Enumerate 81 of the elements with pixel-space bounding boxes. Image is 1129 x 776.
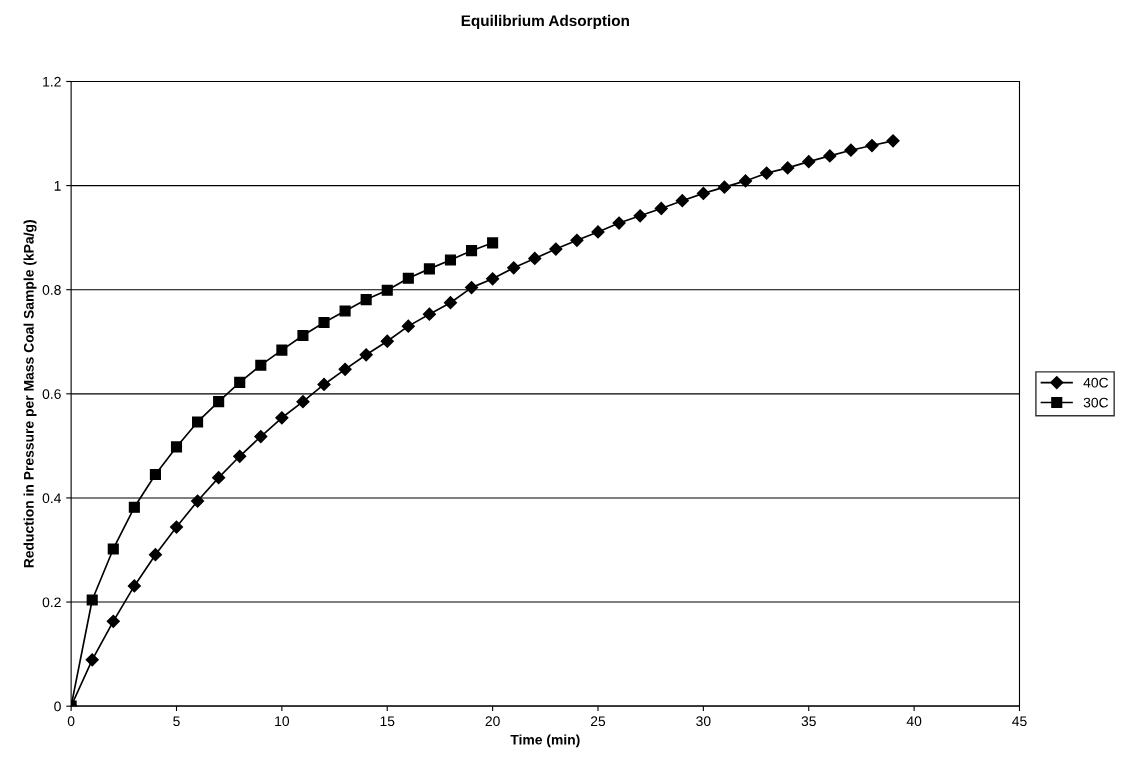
point	[338, 362, 352, 376]
point	[570, 233, 584, 247]
point	[549, 242, 563, 256]
point	[465, 245, 478, 257]
x-tick-label: 10	[275, 716, 290, 727]
point	[296, 395, 310, 409]
point	[823, 149, 837, 163]
y-tick-label: 1	[54, 181, 61, 191]
point	[149, 468, 161, 481]
point	[886, 134, 900, 148]
point	[359, 348, 373, 362]
legend-label: 30C	[1083, 397, 1109, 408]
y-tick-label: 0.8	[42, 285, 61, 295]
point	[275, 411, 289, 425]
point	[464, 281, 479, 295]
point	[528, 251, 542, 266]
chart-title: Equilibrium Adsorption	[461, 14, 629, 30]
x-tick-label: 35	[801, 716, 816, 727]
y-tick-label: 0	[54, 701, 61, 712]
x-tick-label: 0	[67, 716, 75, 727]
point	[654, 201, 668, 216]
legend-label: 40C	[1083, 377, 1109, 388]
point	[360, 294, 372, 306]
point	[865, 138, 879, 153]
point	[802, 155, 816, 169]
point	[212, 471, 226, 485]
point	[107, 543, 119, 555]
point	[128, 501, 140, 513]
point	[339, 305, 351, 317]
point	[190, 494, 205, 508]
y-tick-label: 0.2	[42, 597, 61, 608]
point	[255, 359, 267, 371]
point	[192, 416, 204, 428]
point	[633, 209, 647, 223]
point	[148, 548, 163, 562]
y-tick-label: 0.4	[42, 493, 61, 504]
point	[423, 263, 435, 275]
point	[85, 653, 99, 667]
y-axis-title: Reduction in Pressure per Mass Coal Sample (kPa/g)	[23, 220, 37, 568]
x-tick-label: 40	[906, 716, 922, 727]
point	[738, 174, 753, 188]
x-tick-label: 5	[173, 716, 180, 727]
point	[380, 334, 394, 348]
point	[86, 594, 98, 606]
point	[760, 166, 774, 180]
point	[170, 441, 183, 453]
point	[717, 180, 732, 194]
point	[317, 377, 331, 392]
point	[844, 143, 858, 157]
point	[675, 194, 689, 208]
point	[781, 161, 795, 175]
y-tick-label: 1.2	[43, 76, 61, 87]
point	[276, 344, 288, 356]
y-tick-label: 0.6	[42, 389, 61, 399]
point	[444, 254, 457, 266]
point	[318, 316, 330, 329]
x-tick-label: 20	[485, 716, 500, 727]
point	[612, 216, 626, 230]
point	[696, 186, 710, 200]
point	[507, 261, 521, 275]
point	[443, 296, 458, 310]
point	[486, 272, 500, 286]
x-tick-label: 30	[696, 716, 711, 727]
point	[127, 579, 141, 593]
x-tick-label: 15	[380, 716, 395, 727]
point	[422, 307, 436, 321]
point	[234, 376, 246, 388]
point	[297, 329, 309, 342]
point	[254, 429, 268, 444]
point	[401, 319, 415, 333]
point	[591, 225, 605, 239]
point	[402, 272, 414, 284]
point	[213, 396, 225, 408]
x-axis-title: Time (min)	[510, 734, 580, 748]
point	[169, 520, 184, 534]
point	[381, 284, 393, 296]
x-tick-label: 45	[1012, 716, 1027, 727]
point	[233, 449, 247, 463]
point	[487, 237, 499, 249]
point	[106, 614, 120, 628]
x-tick-label: 25	[590, 716, 606, 727]
